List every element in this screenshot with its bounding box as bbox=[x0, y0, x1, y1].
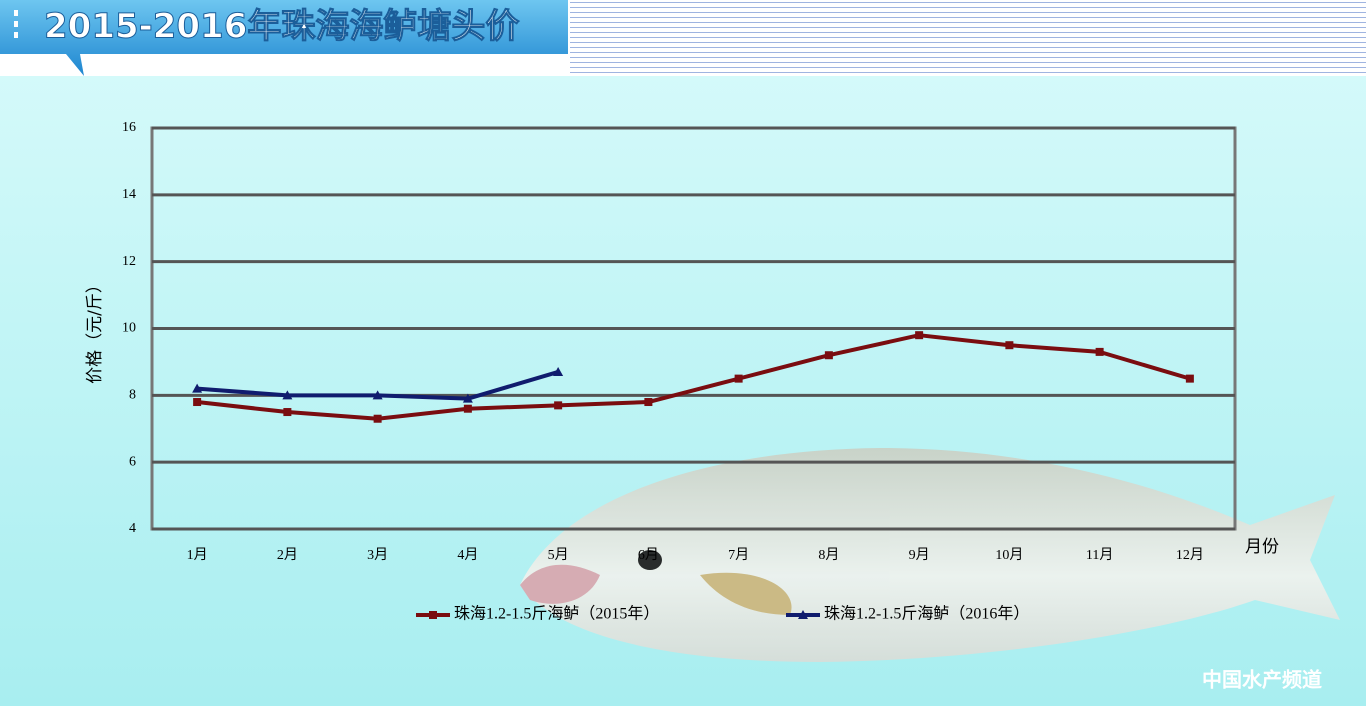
x-tick-label: 2月 bbox=[277, 547, 298, 563]
x-axis-label: 月份 bbox=[1245, 537, 1279, 557]
y-tick-label: 8 bbox=[129, 388, 136, 403]
x-tick-label: 8月 bbox=[818, 547, 839, 563]
marker bbox=[554, 401, 563, 410]
legend-label: 珠海1.2-1.5斤海鲈（2015年） bbox=[454, 605, 659, 623]
marker bbox=[282, 390, 293, 400]
marker bbox=[915, 331, 924, 340]
marker bbox=[553, 366, 564, 376]
legend-marker bbox=[798, 610, 808, 619]
x-tick-label: 7月 bbox=[728, 547, 749, 563]
fish-illustration bbox=[520, 448, 1340, 662]
y-tick-label: 6 bbox=[129, 454, 136, 469]
series-line bbox=[196, 333, 1191, 421]
x-tick-label: 3月 bbox=[367, 547, 388, 563]
marker bbox=[462, 393, 473, 403]
x-tick-label: 10月 bbox=[995, 547, 1023, 563]
marker bbox=[193, 398, 202, 407]
marker bbox=[192, 383, 203, 393]
y-tick-label: 10 bbox=[122, 321, 136, 336]
legend-label: 珠海1.2-1.5斤海鲈（2016年） bbox=[824, 605, 1029, 623]
y-tick-label: 12 bbox=[122, 254, 136, 269]
chart-title: 2015-2016年珠海海鲈塘头价 bbox=[44, 7, 519, 47]
marker bbox=[373, 414, 382, 423]
title-box bbox=[0, 0, 568, 76]
x-tick-label: 6月 bbox=[638, 547, 659, 563]
legend-marker bbox=[429, 611, 437, 619]
x-tick-label: 4月 bbox=[457, 547, 478, 563]
marker bbox=[1095, 347, 1104, 356]
marker bbox=[1185, 374, 1194, 383]
x-tick-label: 11月 bbox=[1086, 547, 1113, 563]
y-tick-label: 14 bbox=[122, 187, 136, 202]
x-tick-label: 5月 bbox=[548, 547, 569, 563]
header-stripes bbox=[570, 0, 1366, 76]
marker bbox=[463, 404, 472, 413]
y-axis-label: 价格（元/斤） bbox=[85, 276, 105, 384]
marker bbox=[824, 351, 833, 360]
marker bbox=[372, 390, 383, 400]
marker bbox=[283, 408, 292, 417]
marker bbox=[1005, 341, 1014, 350]
marker bbox=[644, 398, 653, 407]
x-tick-label: 9月 bbox=[909, 547, 930, 563]
x-tick-label: 1月 bbox=[187, 547, 208, 563]
x-tick-label: 12月 bbox=[1176, 547, 1204, 563]
y-tick-label: 4 bbox=[129, 521, 136, 536]
y-tick-label: 16 bbox=[122, 120, 136, 135]
marker bbox=[734, 374, 743, 383]
title-dots bbox=[14, 10, 18, 38]
watermark: 中国水产频道 bbox=[1202, 668, 1322, 692]
